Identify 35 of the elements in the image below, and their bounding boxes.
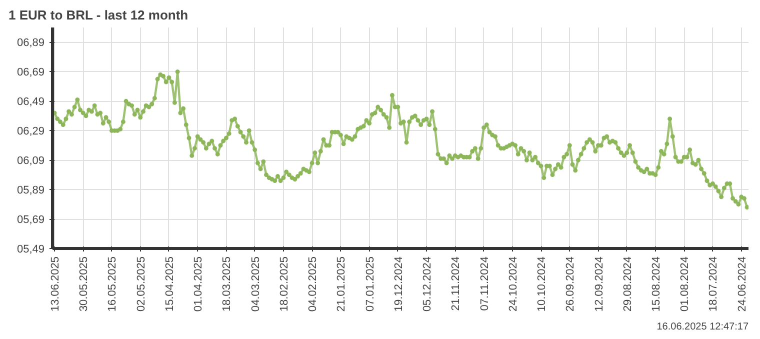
y-tick-label: 05,89 — [16, 184, 45, 197]
x-tick-label: 13.06.2025 — [50, 256, 62, 312]
x-tick-label: 04.02.2025 — [307, 256, 320, 312]
x-tick-label: 15.04.2025 — [164, 256, 176, 312]
x-tick-label: 24.06.2024 — [736, 256, 748, 312]
x-tick-label: 05.12.2024 — [422, 256, 434, 312]
x-tick-label: 15.08.2024 — [650, 256, 662, 312]
x-tick-label: 01.08.2024 — [679, 256, 692, 312]
x-tick-label: 04.03.2025 — [250, 256, 262, 312]
x-tick-label: 07.11.2024 — [478, 256, 491, 311]
x-tick-label: 02.05.2025 — [135, 256, 148, 312]
x-tick-label: 21.11.2024 — [450, 256, 462, 311]
y-tick-label: 06,09 — [16, 155, 45, 168]
x-tick-label: 10.10.2024 — [536, 256, 548, 312]
x-tick-label: 26.09.2024 — [564, 256, 577, 312]
y-tick-label: 06,89 — [16, 37, 45, 50]
x-tick-label: 30.05.2025 — [78, 256, 90, 312]
y-tick-label: 06,69 — [16, 66, 45, 79]
x-tick-label: 16.05.2025 — [106, 256, 119, 312]
y-tick-label: 05,49 — [16, 244, 45, 256]
y-tick-label: 06,29 — [16, 126, 45, 138]
x-tick-label: 24.10.2024 — [507, 256, 520, 312]
x-tick-label: 01.04.2025 — [192, 256, 205, 312]
x-tick-label: 18.02.2025 — [278, 256, 290, 312]
y-tick-label: 05,69 — [16, 214, 45, 226]
x-tick-label: 19.12.2024 — [392, 256, 405, 312]
x-tick-label: 07.01.2025 — [364, 256, 376, 312]
x-tick-label: 18.03.2025 — [221, 256, 234, 312]
x-tick-label: 29.08.2024 — [622, 256, 634, 312]
x-tick-label: 18.07.2024 — [708, 256, 720, 312]
chart-title: 1 EUR to BRL - last 12 month — [8, 8, 188, 22]
text: 16.06.2025 12:47:17 — [656, 322, 749, 332]
x-tick-label: 12.09.2024 — [593, 256, 606, 312]
x-tick-label: 21.01.2025 — [336, 256, 348, 312]
y-tick-label: 06,49 — [16, 96, 45, 108]
